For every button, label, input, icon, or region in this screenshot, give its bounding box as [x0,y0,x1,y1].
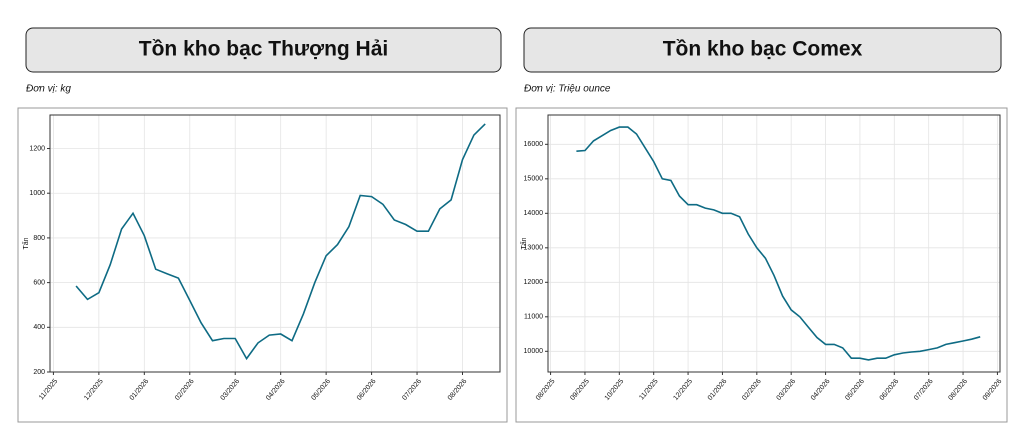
figure-frame [515,107,1008,423]
title-box [25,27,502,73]
data-line [75,123,486,361]
y-axis-label: Tấn [21,237,30,249]
y-tick-label: 1200 [29,145,45,152]
y-tick-label: 12000 [524,279,544,286]
y-tick-label: 1000 [29,190,45,197]
figure-frame [17,107,508,423]
y-tick-label: 15000 [524,176,544,183]
y-tick-label: 16000 [524,141,544,148]
y-tick-label: 400 [33,324,45,331]
title-box [523,27,1002,73]
y-tick-label: 600 [33,279,45,286]
data-line [576,126,981,361]
plot-frame [49,114,501,373]
y-tick-label: 200 [33,369,45,376]
y-tick-label: 13000 [524,245,544,252]
chart-title: Tồn kho bạc Thượng Hải [139,38,388,61]
y-tick-label: 10000 [524,348,544,355]
y-tick-label: 800 [33,235,45,242]
plot-frame [547,114,1001,373]
unit-note: Đơn vị: Triệu ounce [524,84,611,95]
y-tick-label: 14000 [524,210,544,217]
y-axis-label: Tấn [519,237,528,249]
chart-title: Tồn kho bạc Comex [663,38,863,61]
unit-note: Đơn vị: kg [26,84,71,95]
y-tick-label: 11000 [524,314,543,321]
